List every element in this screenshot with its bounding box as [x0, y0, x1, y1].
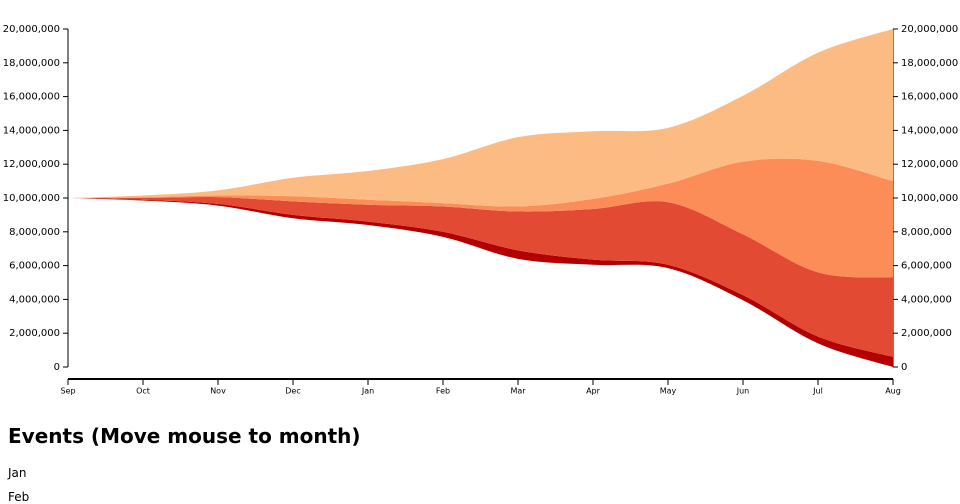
- stream-layer: [68, 158, 893, 278]
- event-month[interactable]: Feb: [8, 490, 30, 504]
- stream-layer: [68, 197, 893, 357]
- x-tick-label: Jun: [736, 387, 750, 396]
- y2-tick-label: 4,000,000: [901, 294, 952, 305]
- y2-tick-label: 10,000,000: [901, 193, 958, 204]
- y-tick-label: 20,000,000: [3, 24, 60, 35]
- y2-tick-label: 18,000,000: [901, 58, 958, 69]
- y-tick-label: 8,000,000: [9, 227, 60, 238]
- y2-tick-label: 14,000,000: [901, 125, 958, 136]
- events-title: Events (Move mouse to month): [8, 424, 361, 448]
- y-tick-label: 12,000,000: [3, 159, 60, 170]
- y2-tick-label: 2,000,000: [901, 328, 952, 339]
- x-tick-label: Nov: [210, 387, 226, 396]
- y-tick-label: 14,000,000: [3, 125, 60, 136]
- y2-tick-label: 8,000,000: [901, 227, 952, 238]
- y-tick-label: 6,000,000: [9, 261, 60, 272]
- x-tick-label: May: [660, 387, 677, 396]
- y2-tick-label: 6,000,000: [901, 261, 952, 272]
- x-tick-label: Jan: [361, 387, 374, 396]
- y2-tick-label: 0: [901, 362, 907, 373]
- y-tick-label: 18,000,000: [3, 58, 60, 69]
- chart: 0 0 2,000,000 2,000,000 4,000,000 4,000,000 6,…: [3, 24, 959, 396]
- y-tick-label: 0: [54, 362, 60, 373]
- x-tick-label: Sep: [60, 387, 75, 396]
- event-month[interactable]: Jan: [8, 466, 27, 480]
- y2-tick-label: 12,000,000: [901, 159, 958, 170]
- x-tick-label: Feb: [436, 387, 450, 396]
- y2-tick-label: 20,000,000: [901, 24, 958, 35]
- x-tick-label: Dec: [285, 387, 300, 396]
- y-tick-label: 10,000,000: [3, 193, 60, 204]
- x-tick-label: Oct: [136, 387, 150, 396]
- x-tick-label: Mar: [510, 387, 526, 396]
- y-tick-label: 2,000,000: [9, 328, 60, 339]
- x-tick-label: Aug: [885, 387, 901, 396]
- y-tick-label: 16,000,000: [3, 92, 60, 103]
- stream-layer: [68, 29, 893, 207]
- x-tick-label: Jul: [812, 387, 823, 396]
- x-tick-label: Apr: [586, 387, 601, 396]
- y2-tick-label: 16,000,000: [901, 92, 958, 103]
- y-tick-label: 4,000,000: [9, 294, 60, 305]
